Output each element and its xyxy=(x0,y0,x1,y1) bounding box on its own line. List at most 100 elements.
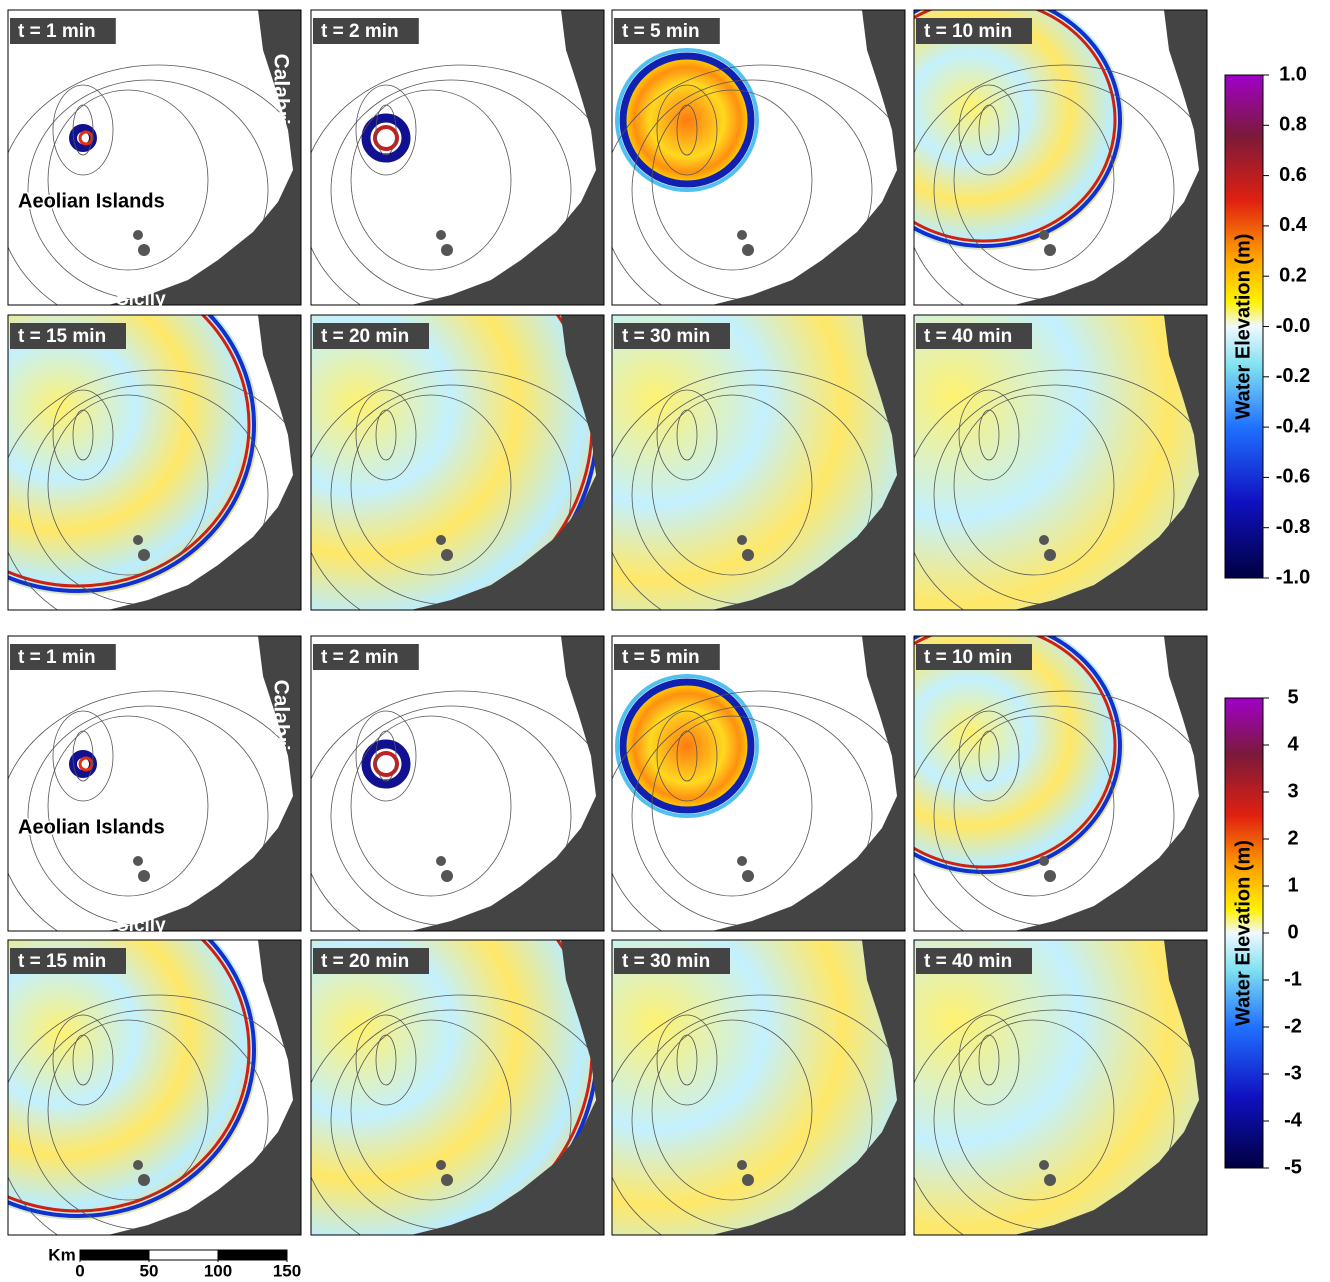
contour xyxy=(8,690,301,931)
contour xyxy=(676,1034,698,1086)
island xyxy=(436,856,446,866)
contour xyxy=(914,690,1207,931)
time-label-bg xyxy=(916,948,1032,974)
panel-content xyxy=(914,10,1207,305)
scale-tick-label: 150 xyxy=(273,1261,301,1280)
wave-ring xyxy=(615,48,759,192)
wave-front xyxy=(914,10,1122,248)
colorbar-tick-label: -0.4 xyxy=(1276,415,1311,437)
island xyxy=(1044,549,1056,561)
time-label-bg xyxy=(10,18,116,44)
colorbar-tick-label: -0.0 xyxy=(1276,315,1310,337)
time-label: t = 40 min xyxy=(924,951,1012,972)
time-label-bg xyxy=(313,18,419,44)
island xyxy=(441,870,453,882)
map-panel: t = 20 min xyxy=(310,939,605,1236)
contour xyxy=(612,64,905,305)
contour xyxy=(978,730,1000,782)
land xyxy=(108,636,301,931)
time-label: t = 20 min xyxy=(321,326,409,347)
time-label-bg xyxy=(614,323,730,349)
island xyxy=(138,549,150,561)
panel-frame xyxy=(913,635,1208,932)
colorbar-tick-label: 1.0 xyxy=(1279,63,1307,85)
wave-ring xyxy=(78,756,94,772)
contour xyxy=(72,409,94,461)
colorbar-tick-label: 0.4 xyxy=(1279,214,1308,236)
colorbar-title: Water Elevation (m) xyxy=(1232,234,1254,420)
map-panel: t = 40 min xyxy=(913,314,1208,611)
panel-frame xyxy=(310,635,605,932)
map-panel: t = 30 min xyxy=(611,939,906,1236)
time-label: t = 5 min xyxy=(622,21,700,42)
wave-front xyxy=(914,10,1117,243)
colorbar-tick-label: 3 xyxy=(1287,780,1298,802)
panel-content xyxy=(914,636,1207,931)
wave-front xyxy=(8,940,256,1218)
land xyxy=(712,10,905,305)
contour xyxy=(47,715,209,897)
island xyxy=(737,856,747,866)
panel-frame xyxy=(310,939,605,1236)
island xyxy=(737,535,747,545)
land xyxy=(411,315,604,610)
contour xyxy=(47,1019,209,1201)
contour xyxy=(978,104,1000,156)
wave-field xyxy=(914,315,1207,610)
contour xyxy=(8,994,301,1235)
land xyxy=(411,636,604,931)
contour xyxy=(72,730,94,782)
colorbar xyxy=(1224,697,1264,1169)
map-panel: t = 40 min xyxy=(913,939,1208,1236)
place-label: Aeolian Islands xyxy=(18,190,165,212)
wave-field xyxy=(612,315,905,610)
island xyxy=(742,870,754,882)
scale-segment xyxy=(217,1249,288,1261)
time-label: t = 15 min xyxy=(18,951,106,972)
colorbar-tick-label: -1 xyxy=(1284,968,1302,990)
contour xyxy=(350,394,512,576)
colorbar-tick-label: 2 xyxy=(1287,827,1298,849)
wave-front xyxy=(914,636,1117,869)
colorbar-tick-label: 1 xyxy=(1287,874,1298,896)
map-panel: t = 15 min xyxy=(7,939,302,1236)
island xyxy=(1039,230,1049,240)
panel-frame xyxy=(310,314,605,611)
place-label: Sicily xyxy=(116,289,166,310)
contour xyxy=(958,710,1020,802)
contour xyxy=(656,389,718,481)
map-panel: t = 2 min xyxy=(310,9,605,306)
contour xyxy=(47,394,209,576)
island xyxy=(133,230,143,240)
contour xyxy=(676,730,698,782)
colorbar-tick-label: 0.2 xyxy=(1279,264,1307,286)
time-label: t = 15 min xyxy=(18,326,106,347)
contour xyxy=(978,1034,1000,1086)
map-panel: t = 15 min xyxy=(7,314,302,611)
island xyxy=(133,856,143,866)
panel-frame xyxy=(913,939,1208,1236)
time-label-bg xyxy=(916,18,1032,44)
contour xyxy=(651,715,813,897)
contour xyxy=(311,64,604,305)
island xyxy=(737,1160,747,1170)
time-label-bg xyxy=(614,948,730,974)
contour xyxy=(953,715,1115,897)
panel-content xyxy=(612,636,905,931)
contour xyxy=(52,84,114,176)
wave-ring xyxy=(619,678,755,814)
panel-content xyxy=(612,315,905,610)
colorbar-tick-label: 0.8 xyxy=(1279,114,1307,136)
time-label-bg xyxy=(10,948,126,974)
land xyxy=(712,636,905,931)
wave-ring xyxy=(615,674,759,818)
scale-tick-label: 0 xyxy=(75,1261,84,1280)
contour xyxy=(656,84,718,176)
map-panel: t = 10 min xyxy=(913,9,1208,306)
contour xyxy=(72,1034,94,1086)
contour xyxy=(350,715,512,897)
island xyxy=(436,1160,446,1170)
scale-segment xyxy=(148,1249,219,1261)
panel-content xyxy=(914,315,1207,610)
